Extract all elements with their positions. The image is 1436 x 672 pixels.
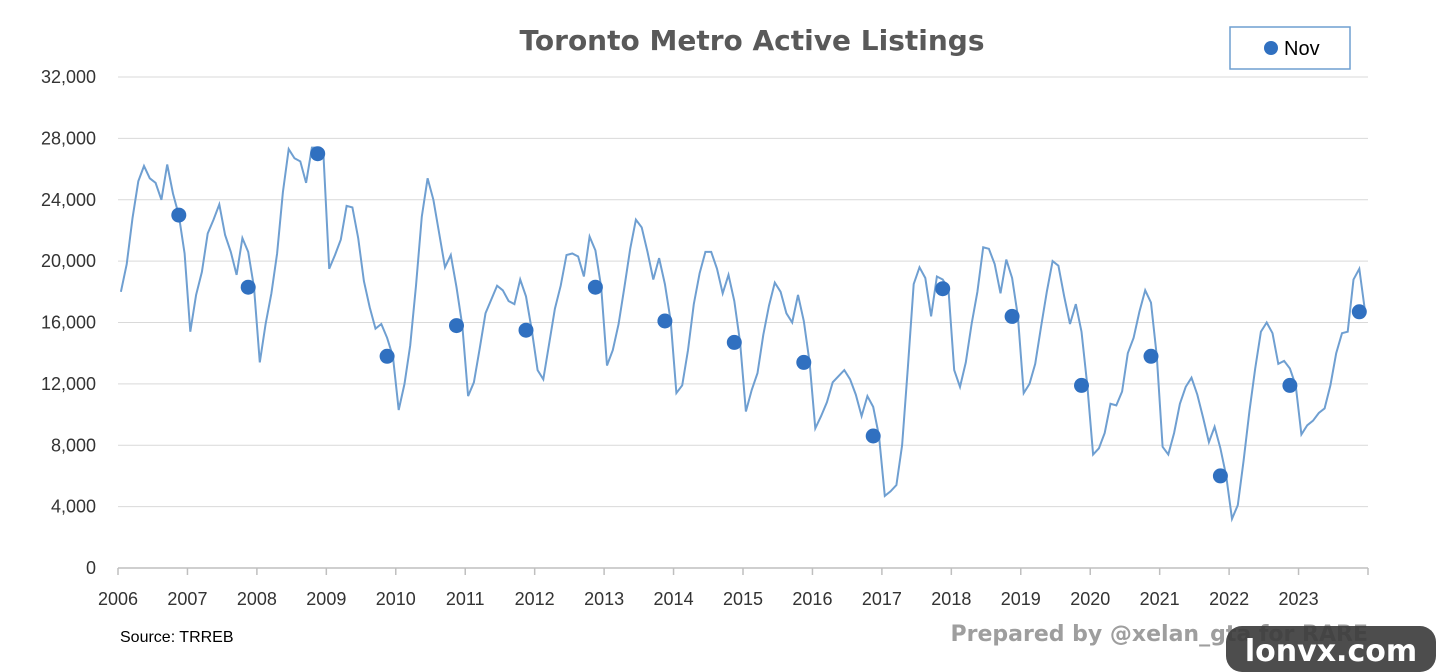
y-tick-label: 20,000 — [41, 251, 96, 271]
nov-marker — [449, 318, 464, 334]
brand-text: lonvx.com — [1245, 634, 1417, 669]
nov-marker — [518, 322, 534, 338]
nov-marker — [1143, 348, 1159, 364]
x-tick-label: 2020 — [1070, 589, 1110, 609]
x-tick-label: 2006 — [98, 589, 138, 609]
brand-watermark: lonvx.com — [1226, 626, 1436, 672]
x-tick-label: 2011 — [446, 589, 485, 609]
y-tick-label: 16,000 — [41, 313, 96, 333]
x-tick-label: 2010 — [376, 589, 416, 609]
chart-title: Toronto Metro Active Listings — [520, 24, 985, 57]
x-tick-label: 2012 — [515, 589, 555, 609]
nov-marker — [379, 348, 395, 364]
x-axis: 2006 2007 2008 2009 2010 2011 2012 2013 2014 2015… — [98, 567, 1369, 609]
nov-marker — [657, 313, 673, 329]
nov-marker — [1351, 304, 1367, 320]
nov-marker — [310, 146, 326, 162]
x-tick-label: 2007 — [167, 589, 207, 609]
x-tick-label: 2023 — [1279, 589, 1319, 609]
legend: Nov — [1229, 26, 1351, 70]
x-tick-label: 2017 — [862, 589, 902, 609]
source-note: Source: TRREB — [120, 629, 234, 646]
x-tick-label: 2014 — [654, 589, 694, 609]
nov-marker — [1282, 377, 1298, 393]
x-tick-label: 2018 — [931, 589, 971, 609]
nov-marker — [1004, 308, 1020, 324]
series-line — [119, 146, 1367, 523]
nov-markers — [171, 146, 1367, 484]
nov-marker — [796, 354, 812, 370]
y-tick-label: 0 — [86, 558, 96, 578]
nov-marker — [726, 334, 742, 350]
nov-marker — [240, 279, 256, 295]
legend-box — [1229, 26, 1351, 70]
brand-badge — [1226, 626, 1436, 672]
nov-marker — [865, 428, 881, 444]
legend-label: Nov — [1284, 38, 1320, 60]
y-tick-label: 28,000 — [41, 128, 96, 148]
x-tick-label: 2021 — [1140, 589, 1180, 609]
gridlines — [118, 76, 1368, 508]
legend-marker — [1264, 41, 1278, 55]
y-tick-label: 12,000 — [41, 374, 96, 394]
y-tick-label: 4,000 — [51, 497, 96, 517]
x-tick-label: 2016 — [792, 589, 832, 609]
x-tick-label: 2008 — [237, 589, 277, 609]
x-tick-label: 2022 — [1209, 589, 1249, 609]
y-axis: 0 4,000 8,000 12,000 16,000 20,000 24,000 28,00… — [41, 67, 96, 578]
y-tick-label: 8,000 — [51, 435, 96, 455]
nov-marker — [587, 279, 603, 295]
x-tick-label: 2013 — [584, 589, 624, 609]
y-tick-label: 24,000 — [41, 190, 96, 210]
nov-marker — [935, 281, 951, 297]
x-tick-label: 2019 — [1001, 589, 1041, 609]
x-tick-label: 2015 — [723, 589, 763, 609]
nov-marker — [171, 207, 187, 223]
nov-marker — [1074, 377, 1089, 393]
y-tick-label: 32,000 — [41, 67, 96, 87]
nov-marker — [1212, 468, 1228, 484]
x-tick-label: 2009 — [306, 589, 346, 609]
